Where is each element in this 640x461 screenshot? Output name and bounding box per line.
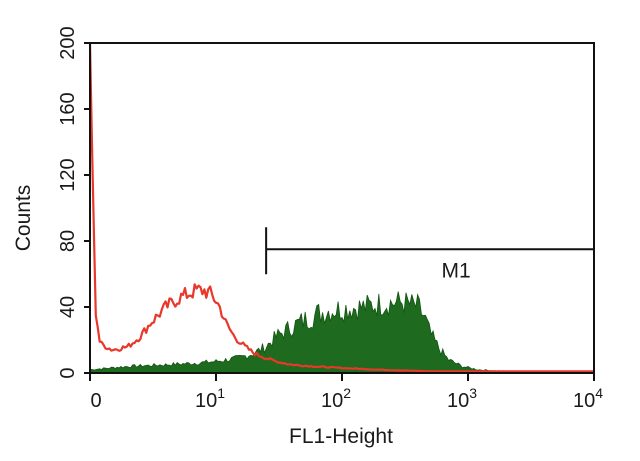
x-axis-title: FL1-Height xyxy=(289,425,393,448)
y-tick-label: 200 xyxy=(57,26,79,59)
x-axis-ticks: 0 101 102 103 104 xyxy=(89,373,603,412)
x-tick-label: 103 xyxy=(447,385,477,412)
y-tick-label: 160 xyxy=(57,92,79,125)
m1-marker: M1 xyxy=(265,227,595,282)
series-1-line xyxy=(88,42,594,373)
y-tick-label: 40 xyxy=(57,296,79,318)
y-tick-label: 0 xyxy=(57,367,79,378)
x-tick-label: 0 xyxy=(90,390,101,412)
marker-label: M1 xyxy=(441,259,470,282)
y-tick-label: 80 xyxy=(57,230,79,252)
x-tick-label: 102 xyxy=(321,385,351,412)
x-tick-label: 101 xyxy=(195,385,225,412)
x-tick-label: 104 xyxy=(573,385,603,412)
y-tick-label: 120 xyxy=(57,158,79,191)
y-axis-ticks: 0 40 80 120 160 200 xyxy=(57,26,90,379)
plot-marks xyxy=(88,42,595,374)
y-axis-title: Counts xyxy=(12,185,35,252)
